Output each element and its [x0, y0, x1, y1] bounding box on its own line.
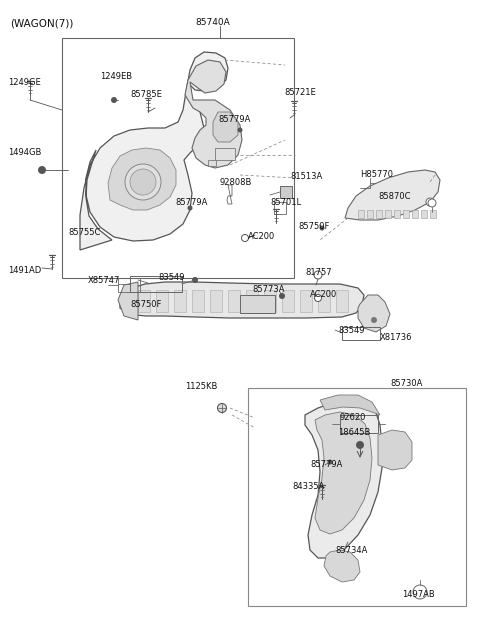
Circle shape	[371, 317, 377, 323]
Polygon shape	[246, 290, 258, 312]
Circle shape	[217, 403, 227, 413]
Polygon shape	[185, 60, 242, 168]
Text: 1125KB: 1125KB	[185, 382, 217, 391]
Polygon shape	[80, 52, 228, 250]
Polygon shape	[264, 290, 276, 312]
Text: 85750F: 85750F	[130, 300, 161, 309]
Polygon shape	[376, 210, 382, 218]
Text: 83549: 83549	[158, 273, 184, 282]
Circle shape	[327, 460, 333, 465]
Polygon shape	[210, 290, 222, 312]
Polygon shape	[228, 290, 240, 312]
Polygon shape	[156, 290, 168, 312]
Text: H85770: H85770	[360, 170, 393, 179]
Polygon shape	[213, 112, 238, 142]
Text: 92620: 92620	[340, 413, 366, 422]
Circle shape	[320, 226, 324, 231]
Text: 85734A: 85734A	[335, 546, 367, 555]
Polygon shape	[358, 210, 364, 218]
Text: 85785E: 85785E	[130, 90, 162, 99]
Text: 1249GE: 1249GE	[8, 78, 41, 87]
Text: 85701L: 85701L	[270, 198, 301, 207]
Text: 1249EB: 1249EB	[100, 72, 132, 81]
Polygon shape	[305, 400, 382, 558]
Polygon shape	[318, 290, 330, 312]
Text: 1491AD: 1491AD	[8, 266, 41, 275]
Text: 83549: 83549	[338, 326, 364, 335]
Circle shape	[241, 235, 249, 242]
Polygon shape	[324, 550, 360, 582]
Circle shape	[192, 277, 198, 283]
Circle shape	[130, 169, 156, 195]
Polygon shape	[403, 210, 409, 218]
Text: 85870C: 85870C	[378, 192, 410, 201]
Polygon shape	[367, 210, 373, 218]
Text: 85740A: 85740A	[195, 18, 230, 27]
Polygon shape	[394, 210, 400, 218]
Polygon shape	[300, 290, 312, 312]
Text: 18645B: 18645B	[338, 428, 371, 437]
Circle shape	[111, 97, 117, 103]
Polygon shape	[118, 282, 138, 320]
Bar	[340, 415, 378, 433]
Polygon shape	[320, 395, 380, 415]
Text: 1497AB: 1497AB	[402, 590, 435, 599]
Polygon shape	[138, 290, 150, 312]
Circle shape	[188, 205, 192, 210]
Bar	[130, 276, 182, 292]
Polygon shape	[192, 290, 204, 312]
Circle shape	[238, 127, 242, 133]
Polygon shape	[315, 412, 372, 534]
Text: (WAGON(7)): (WAGON(7))	[10, 18, 73, 28]
Text: X85747: X85747	[88, 276, 120, 285]
Bar	[215, 148, 235, 160]
Circle shape	[314, 271, 322, 279]
Circle shape	[426, 198, 434, 206]
Polygon shape	[120, 282, 364, 318]
Text: 85779A: 85779A	[175, 198, 207, 207]
Bar	[208, 160, 216, 166]
Bar	[240, 295, 275, 313]
Polygon shape	[430, 210, 436, 218]
Circle shape	[125, 164, 161, 200]
Circle shape	[279, 293, 285, 299]
Text: 85779A: 85779A	[218, 115, 251, 124]
Text: 81757: 81757	[305, 268, 332, 277]
Bar	[248, 388, 466, 606]
Polygon shape	[358, 295, 390, 332]
Bar	[274, 202, 286, 214]
Circle shape	[356, 441, 364, 449]
Bar	[342, 327, 380, 340]
Text: 81513A: 81513A	[290, 172, 322, 181]
Polygon shape	[174, 290, 186, 312]
Polygon shape	[282, 290, 294, 312]
Polygon shape	[385, 210, 391, 218]
Circle shape	[428, 199, 436, 207]
Polygon shape	[345, 170, 440, 220]
Text: 85773A: 85773A	[252, 285, 285, 294]
Text: 85755C: 85755C	[68, 228, 100, 237]
Bar	[280, 186, 292, 198]
Bar	[118, 278, 140, 292]
Text: 85730A: 85730A	[390, 379, 422, 388]
Circle shape	[314, 295, 322, 302]
Text: AC200: AC200	[310, 290, 337, 299]
Polygon shape	[336, 290, 348, 312]
Text: 92808B: 92808B	[220, 178, 252, 187]
Polygon shape	[421, 210, 427, 218]
Polygon shape	[412, 210, 418, 218]
Polygon shape	[378, 430, 412, 470]
Text: 84335A: 84335A	[292, 482, 324, 491]
Text: 85750F: 85750F	[298, 222, 329, 231]
Bar	[62, 38, 294, 278]
Text: X81736: X81736	[380, 333, 412, 342]
Text: 85779A: 85779A	[310, 460, 342, 469]
Circle shape	[413, 585, 427, 599]
Circle shape	[38, 166, 46, 174]
Text: AC200: AC200	[248, 232, 275, 241]
Text: 1494GB: 1494GB	[8, 148, 41, 157]
Text: 85721E: 85721E	[284, 88, 316, 97]
Polygon shape	[108, 148, 176, 210]
